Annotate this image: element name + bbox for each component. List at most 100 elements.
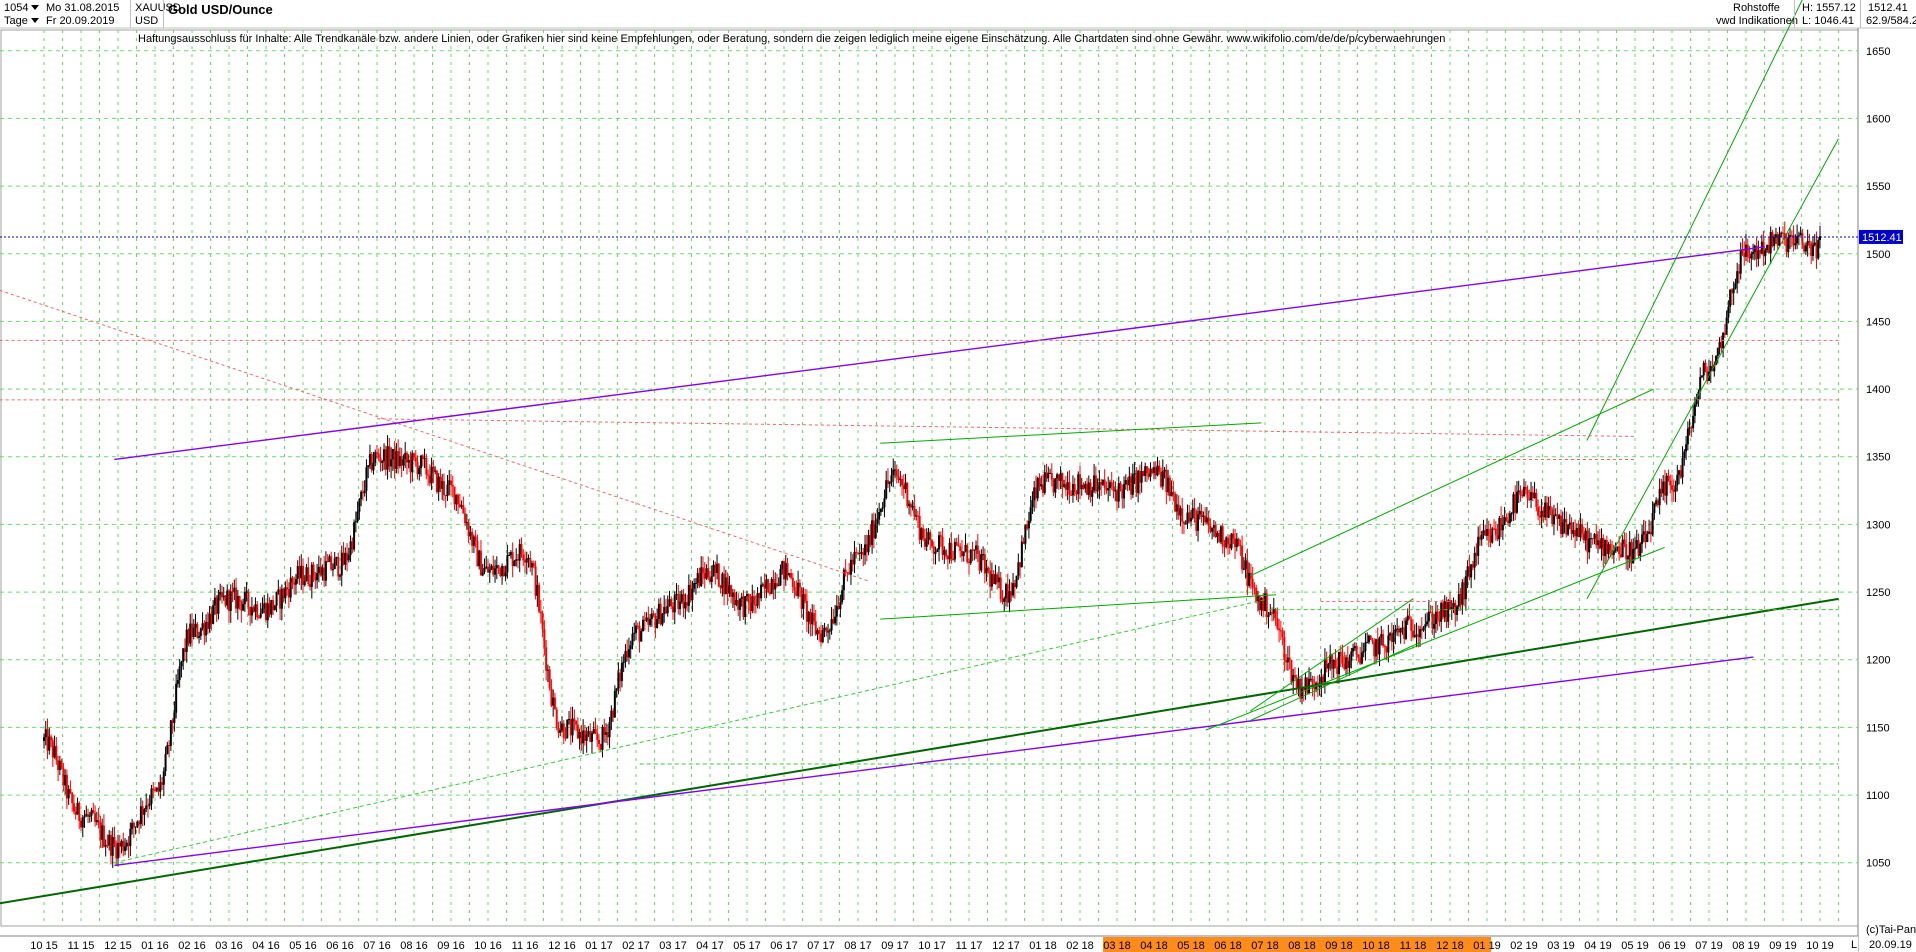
candle-body	[869, 535, 872, 545]
candle-body	[1653, 503, 1656, 514]
candle-body	[261, 608, 264, 614]
candle-body	[1413, 635, 1416, 638]
candle-body	[626, 650, 629, 658]
candle-body	[1471, 564, 1474, 568]
candle-body	[1436, 611, 1439, 620]
disclaimer-text: Haftungsausschluss für Inhalte: Alle Tre…	[138, 33, 1446, 45]
candle-body	[911, 505, 914, 508]
candle-body	[1730, 289, 1733, 294]
candle-body	[1419, 628, 1422, 638]
candle-body	[326, 561, 329, 563]
candle-body	[650, 613, 653, 620]
candle-body	[559, 730, 562, 733]
candle-body	[1151, 468, 1154, 473]
candle-body	[349, 541, 352, 556]
chevron-down-icon	[30, 18, 39, 23]
candle-body	[1031, 500, 1034, 508]
candle-body	[1223, 546, 1226, 548]
candle-body	[1804, 245, 1807, 252]
candle-body	[620, 662, 623, 682]
candle-body	[925, 539, 928, 547]
x-tick-label: 06 18	[1214, 940, 1242, 952]
candle-body	[1434, 611, 1437, 624]
candle-body	[980, 554, 983, 571]
candle-body	[680, 594, 683, 602]
x-tick-label: 04 16	[252, 940, 280, 952]
candle-body	[321, 567, 324, 576]
candle-body	[848, 572, 851, 575]
candle-body	[1362, 650, 1365, 653]
candle-body	[633, 632, 636, 634]
candle-body	[134, 826, 137, 828]
candle-body	[1101, 479, 1104, 485]
candle-body	[999, 577, 1002, 600]
x-tick-label: 07 16	[363, 940, 391, 952]
candle-body	[101, 825, 104, 840]
candle-body	[488, 569, 491, 573]
candle-body	[444, 495, 447, 497]
candle-body	[383, 449, 386, 462]
candle-body	[1276, 617, 1279, 629]
candle-body	[1406, 615, 1409, 621]
candle-body	[761, 584, 764, 586]
candle-body	[1716, 347, 1719, 356]
candle-body	[180, 661, 183, 667]
candle-body	[1796, 236, 1799, 244]
candle-body	[439, 476, 442, 489]
candle-body	[1144, 466, 1147, 476]
candle-body	[1688, 427, 1691, 429]
candle-body	[1352, 648, 1355, 652]
candle-body	[1350, 651, 1353, 661]
candle-body	[46, 729, 49, 751]
candle-body	[509, 552, 512, 555]
candle-body	[351, 541, 354, 550]
candle-body	[1764, 250, 1767, 256]
trendline-channel-lower	[1205, 546, 1665, 731]
candle-body	[864, 544, 867, 556]
candle-body	[548, 669, 551, 689]
candle-body	[1447, 600, 1450, 622]
candle-body	[483, 567, 486, 573]
candle-body	[1579, 524, 1582, 538]
candle-body	[587, 731, 590, 735]
candle-body	[953, 542, 956, 560]
candle-body	[413, 453, 415, 458]
candle-body	[1621, 539, 1624, 557]
candle-body	[1773, 237, 1776, 246]
candle-body	[1269, 612, 1272, 616]
candle-body	[585, 734, 588, 741]
candle-body	[1202, 515, 1205, 517]
scale-mode-label[interactable]: L	[1851, 939, 1858, 951]
candle-body	[317, 566, 320, 573]
candle-body	[266, 603, 269, 621]
candle-body	[1491, 528, 1494, 543]
candle-body	[881, 507, 884, 509]
candle-body	[730, 585, 733, 597]
candle-body	[1038, 477, 1041, 487]
candle-body	[455, 494, 458, 505]
trendline-minor-channel	[1249, 598, 1414, 712]
candle-body	[605, 732, 608, 735]
candle-body	[1692, 415, 1695, 429]
candle-body	[747, 594, 750, 603]
candle-body	[450, 480, 452, 485]
candle-body	[797, 582, 800, 596]
candle-body	[694, 582, 697, 584]
candle-body	[1681, 457, 1684, 478]
candle-body	[830, 619, 833, 631]
candle-body	[344, 552, 347, 565]
candle-body	[1394, 629, 1397, 633]
candle-body	[368, 454, 371, 466]
candle-body	[846, 572, 849, 574]
candle-body	[471, 531, 474, 546]
chart-id-dropdown[interactable]: 1054	[4, 2, 42, 15]
period-dropdown[interactable]: Tage	[4, 15, 42, 28]
candle-body	[99, 822, 102, 840]
candle-body	[562, 723, 565, 738]
candle-body	[1531, 492, 1534, 498]
candle-body	[506, 555, 509, 573]
candle-body	[74, 811, 77, 815]
candle-body	[1612, 550, 1615, 555]
candle-body	[1341, 656, 1344, 664]
